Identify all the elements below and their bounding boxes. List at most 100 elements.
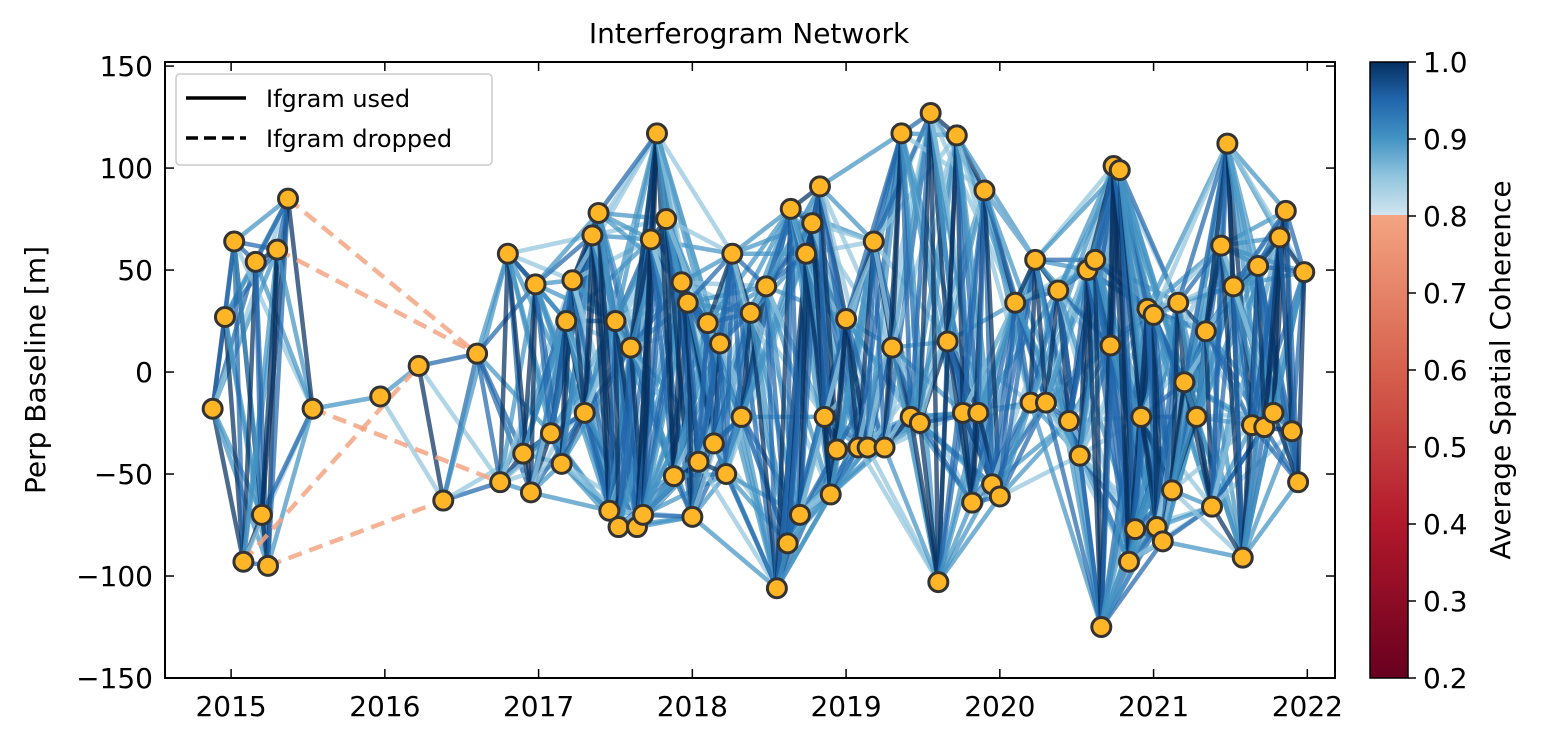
acquisition-marker [1216, 132, 1239, 155]
interferogram-edge [763, 206, 793, 289]
acquisition-marker [524, 273, 547, 296]
acquisition-marker [687, 450, 710, 473]
acquisition-marker [232, 550, 255, 573]
y-tick-label: 0 [135, 356, 153, 389]
dropped-interferogram-edge [276, 247, 479, 356]
acquisition-marker [696, 312, 719, 335]
colorbar-tick-label: 0.7 [1423, 277, 1468, 310]
interferogram-edge [817, 184, 877, 244]
x-tick-label: 2021 [1118, 690, 1189, 723]
interferogram-edge [917, 110, 933, 426]
acquisition-marker [1108, 159, 1131, 182]
y-tick-label: −50 [94, 458, 153, 491]
acquisition-marker [788, 503, 811, 526]
interferogram-edge [730, 206, 793, 256]
acquisition-marker [561, 269, 584, 292]
x-tick-label: 2018 [657, 690, 728, 723]
acquisition-marker [739, 301, 762, 324]
interferogram-edge [596, 131, 660, 216]
interferogram-edge [1169, 300, 1181, 493]
colorbar-tick-label: 0.9 [1423, 123, 1468, 156]
interferogram-edge [936, 494, 1003, 585]
x-tick-label: 2017 [503, 690, 574, 723]
interferogram-edge [1225, 141, 1289, 214]
acquisition-marker [1161, 479, 1184, 502]
interferogram-edge [474, 251, 511, 356]
interferogram-edge [210, 196, 291, 412]
interferogram-edge [1160, 539, 1246, 560]
interferogram-edge [654, 131, 735, 256]
interferogram-edge [497, 251, 511, 485]
interferogram-edge [613, 131, 660, 324]
interferogram-edge [663, 216, 735, 256]
acquisition-marker [645, 122, 668, 145]
acquisition-marker [890, 122, 913, 145]
acquisition-marker [432, 489, 455, 512]
interferogram-edge [1240, 479, 1301, 560]
interferogram-edges [210, 110, 1307, 630]
y-tick-label: 50 [117, 254, 153, 287]
acquisition-marker [1142, 303, 1165, 326]
interferogram-edge [917, 420, 941, 585]
acquisition-marker [604, 310, 627, 333]
acquisition-marker [835, 308, 858, 331]
acquisition-marker [1201, 495, 1224, 518]
colorbar-tick-label: 0.5 [1423, 431, 1468, 464]
interferogram-edge [265, 196, 291, 569]
colorbar-tick-label: 0.3 [1423, 585, 1468, 618]
y-tick-label: 150 [100, 50, 153, 83]
interferogram-edge [705, 206, 793, 326]
acquisition-marker [1274, 199, 1297, 222]
acquisition-marker [1173, 371, 1196, 394]
interferogram-edge [505, 251, 575, 283]
interferogram-edge [690, 514, 780, 591]
interferogram-edge [928, 110, 941, 585]
interferogram-edge [253, 259, 315, 412]
interferogram-edge [310, 394, 383, 412]
acquisition-marker [825, 438, 848, 461]
acquisition-marker [881, 336, 904, 359]
interferogram-edge [1077, 453, 1104, 630]
acquisition-marker [587, 201, 610, 224]
acquisition-marker [489, 471, 512, 494]
acquisition-marker [1099, 334, 1122, 357]
interferogram-edge [1028, 257, 1038, 405]
acquisition-marker [539, 422, 562, 445]
acquisition-marker [655, 208, 678, 231]
interferogram-edge [528, 490, 612, 513]
legend-label-dropped: Ifgram dropped [266, 125, 452, 153]
interferogram-edge [1295, 269, 1307, 485]
interferogram-edge [1043, 400, 1104, 630]
legend-box [175, 73, 493, 166]
acquisition-marker [670, 271, 693, 294]
interferogram-edge [1240, 428, 1295, 560]
interferogram-edge [1231, 284, 1246, 560]
interferogram-edge [696, 459, 780, 591]
acquisition-marker [1024, 248, 1047, 271]
interferogram-edge [889, 131, 904, 350]
acquisition-marker [1117, 550, 1140, 573]
dropped-interferogram-edge [267, 498, 445, 568]
interferogram-edge [231, 239, 246, 564]
x-tick-label: 2015 [195, 690, 266, 723]
interferogram-edge [865, 445, 941, 585]
acquisition-marker [967, 401, 990, 424]
interferogram-edge [265, 406, 315, 569]
acquisition-marker [662, 465, 685, 488]
dropped-interferogram-edge [286, 196, 479, 356]
interferogram-edge [1209, 284, 1236, 509]
interferogram-edge [533, 210, 601, 287]
acquisition-marker [715, 463, 738, 486]
y-tick-label: −100 [76, 560, 153, 593]
acquisition-marker [519, 481, 542, 504]
acquisition-marker [776, 532, 799, 555]
acquisition-marker [1210, 234, 1233, 257]
colorbar-tick-label: 1.0 [1423, 46, 1468, 79]
colorbar-top-segment [1370, 62, 1408, 215]
acquisition-marker [808, 175, 831, 198]
acquisition-marker [496, 242, 519, 265]
interferogram-edge [613, 318, 621, 530]
acquisition-marker [223, 230, 246, 253]
acquisition-marker [730, 405, 753, 428]
